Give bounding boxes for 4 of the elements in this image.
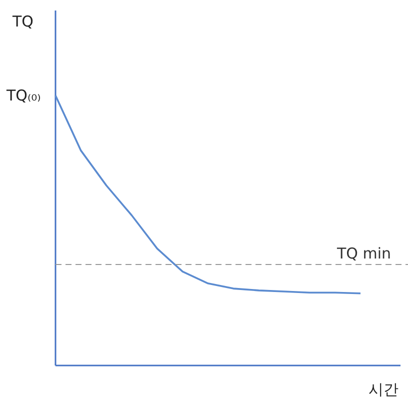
y-axis-title: TQ [12,12,34,30]
x-axis-title: 시간 [368,380,398,398]
text: TQ₍₀₎ [6,86,41,104]
ref-line-label: TQ min [336,244,392,263]
